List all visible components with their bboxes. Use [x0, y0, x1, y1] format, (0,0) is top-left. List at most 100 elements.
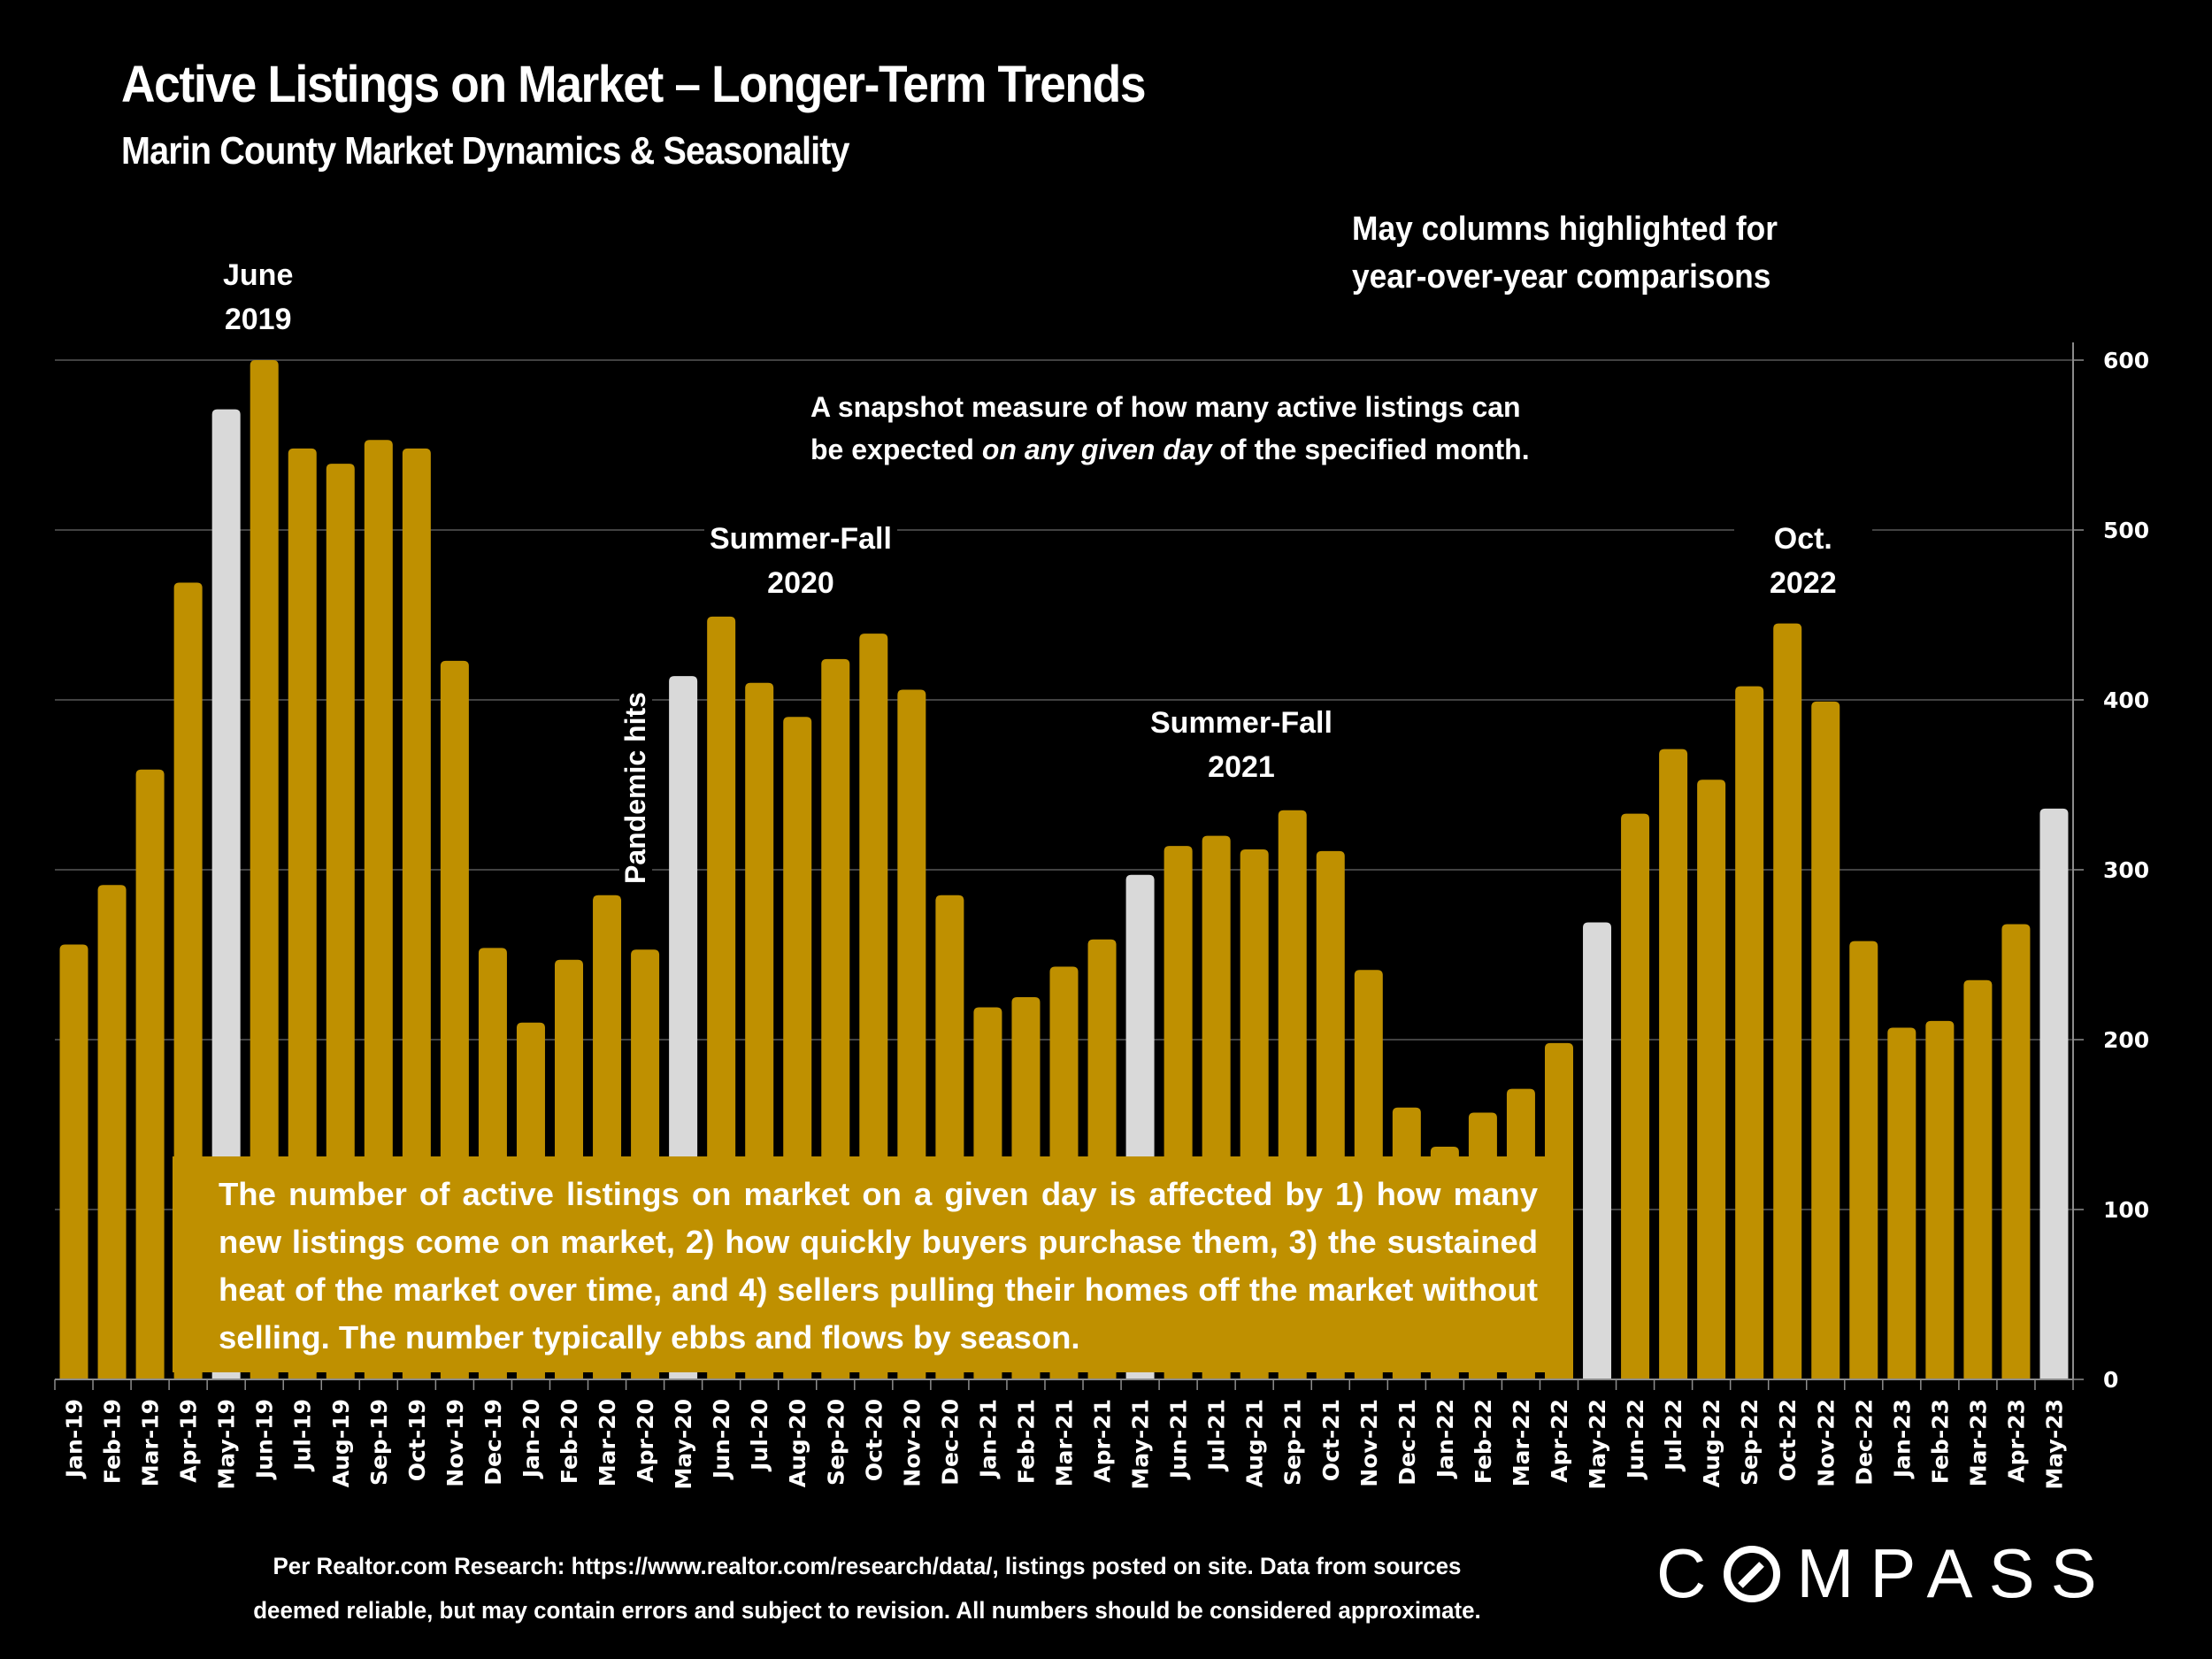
x-tick-label: Aug-19	[328, 1399, 354, 1487]
snapshot-note-line2: be expected on any given day of the spec…	[810, 428, 1530, 471]
annotation-oct-2022-line2: 2022	[1770, 566, 1837, 600]
annotation-oct-2022: Oct. 2022	[1734, 517, 1872, 605]
x-tick-label: Apr-21	[1090, 1399, 1116, 1483]
x-tick-label: Jan-20	[518, 1399, 544, 1479]
snapshot-note-emphasis: on any given day	[981, 434, 1212, 465]
x-tick-label: Feb-19	[100, 1399, 126, 1484]
axes	[54, 342, 2084, 1390]
annotation-pandemic-hits: Pandemic hits	[619, 688, 652, 887]
x-tick-label: Feb-20	[557, 1399, 582, 1484]
bar-highlighted-May-23	[2039, 808, 2069, 1379]
snapshot-note-post: of the specified month.	[1211, 434, 1530, 465]
annotation-june-2019: June 2019	[218, 253, 299, 342]
x-tick-label: Jan-23	[1889, 1399, 1915, 1479]
bar-Mar-23	[1963, 979, 1993, 1379]
x-tick-label: Sep-19	[366, 1399, 392, 1486]
x-tick-label: Oct-19	[404, 1399, 430, 1481]
explanation-textbox: The number of active listings on market …	[173, 1156, 1573, 1372]
x-tick-label: May-21	[1128, 1399, 1154, 1489]
x-tick-label: Jul-21	[1204, 1399, 1230, 1472]
x-tick-label: Jul-20	[747, 1399, 772, 1472]
x-tick-label: Mar-21	[1052, 1399, 1078, 1486]
x-tick-label: Mar-20	[595, 1399, 620, 1486]
x-tick-label: Oct-22	[1775, 1399, 1801, 1481]
bar-highlighted-May-22	[1583, 922, 1612, 1379]
source-footer-line1: Per Realtor.com Research: https://www.re…	[273, 1553, 1462, 1579]
x-tick-label: Dec-21	[1394, 1399, 1420, 1486]
may-highlight-note: May columns highlighted for year-over-ye…	[1352, 205, 1778, 301]
x-tick-label: Sep-20	[823, 1399, 849, 1486]
logo-text-pre: C	[1656, 1534, 1723, 1612]
compass-o-icon	[1724, 1545, 1781, 1602]
bar-Sep-19	[364, 440, 393, 1379]
annotation-summer-fall-2020-line2: 2020	[767, 566, 834, 600]
x-tick-label: May-22	[1585, 1399, 1610, 1489]
x-tick-label: Sep-21	[1280, 1399, 1306, 1486]
x-tick-label: Apr-20	[633, 1399, 658, 1483]
y-tick-label: 500	[2103, 518, 2149, 543]
bar-Dec-22	[1849, 941, 1878, 1379]
annotation-summer-fall-2021-line1: Summer-Fall	[1150, 706, 1333, 740]
page-title: Active Listings on Market – Longer-Term …	[121, 56, 1147, 113]
annotation-summer-fall-2021: Summer-Fall 2021	[1145, 701, 1338, 789]
x-tick-label: May-23	[2041, 1399, 2067, 1489]
bar-Jun-22	[1621, 813, 1650, 1379]
x-tick-label: May-20	[671, 1399, 696, 1489]
y-tick-label: 300	[2103, 857, 2149, 883]
snapshot-note: A snapshot measure of how many active li…	[803, 386, 1537, 471]
annotation-summer-fall-2020: Summer-Fall 2020	[704, 517, 897, 605]
annotation-summer-fall-2021-line2: 2021	[1208, 750, 1275, 784]
x-tick-label: Mar-19	[138, 1399, 164, 1486]
page-subtitle: Marin County Market Dynamics & Seasonali…	[121, 129, 850, 173]
x-tick-label: Nov-20	[899, 1399, 925, 1487]
x-tick-label: Oct-20	[861, 1399, 887, 1481]
x-tick-label: Apr-23	[2003, 1399, 2029, 1483]
bar-Oct-22	[1773, 623, 1802, 1379]
bar-Jan-23	[1887, 1027, 1916, 1379]
x-tick-label: Nov-19	[442, 1399, 468, 1487]
bar-Aug-22	[1697, 780, 1726, 1379]
bar-Feb-19	[97, 885, 127, 1379]
x-tick-label: Aug-22	[1699, 1399, 1724, 1487]
x-tick-label: Jan-22	[1432, 1399, 1458, 1479]
bar-Sep-22	[1735, 686, 1764, 1379]
compass-logo: C MPASS	[1656, 1533, 2113, 1614]
snapshot-note-pre: be expected	[810, 434, 982, 465]
x-tick-label: Feb-22	[1471, 1399, 1496, 1484]
x-tick-label: Jun-22	[1623, 1399, 1648, 1480]
bar-Mar-19	[135, 769, 165, 1379]
bar-Jul-22	[1659, 749, 1688, 1379]
may-highlight-note-line1: May columns highlighted for	[1352, 211, 1778, 248]
bar-highlighted-May-19	[211, 409, 241, 1380]
y-tick-label: 100	[2103, 1197, 2149, 1223]
x-tick-label: Jun-19	[252, 1399, 278, 1480]
bar-Oct-19	[402, 448, 431, 1380]
bar-Nov-22	[1811, 701, 1840, 1379]
bar-Aug-19	[326, 464, 355, 1379]
x-tick-label: Jan-21	[975, 1399, 1001, 1479]
x-tick-label: Jul-22	[1661, 1399, 1686, 1472]
bar-Feb-23	[1925, 1020, 1955, 1379]
snapshot-note-line1: A snapshot measure of how many active li…	[810, 391, 1521, 423]
bar-Apr-23	[2001, 924, 2031, 1379]
bar-Jul-19	[288, 448, 317, 1380]
source-footer-line2: deemed reliable, but may contain errors …	[253, 1597, 1481, 1624]
x-tick-label: Feb-23	[1927, 1399, 1953, 1484]
x-tick-label: Feb-21	[1013, 1399, 1039, 1484]
logo-text-post: MPASS	[1796, 1534, 2113, 1612]
bar-Jun-19	[250, 360, 279, 1379]
annotation-june-2019-line1: June	[223, 258, 294, 292]
y-tick-label: 200	[2103, 1027, 2149, 1053]
y-tick-labels: 0 100 200 300 400 500 600	[2103, 348, 2149, 1393]
x-tick-label: Sep-22	[1737, 1399, 1763, 1486]
x-tick-labels: Jan-19 Feb-19 Mar-19 Apr-19 May-19 Jun-19 Jul-…	[62, 1399, 2068, 1489]
x-tick-label: Dec-22	[1851, 1399, 1877, 1486]
may-highlight-note-line2: year-over-year comparisons	[1352, 258, 1771, 296]
x-tick-label: Mar-23	[1965, 1399, 1991, 1486]
y-tick-label: 400	[2103, 687, 2149, 713]
x-tick-label: Oct-21	[1318, 1399, 1344, 1481]
x-tick-label: Dec-19	[480, 1399, 506, 1486]
x-tick-label: Jun-20	[709, 1399, 734, 1480]
x-tick-label: Dec-20	[937, 1399, 963, 1486]
